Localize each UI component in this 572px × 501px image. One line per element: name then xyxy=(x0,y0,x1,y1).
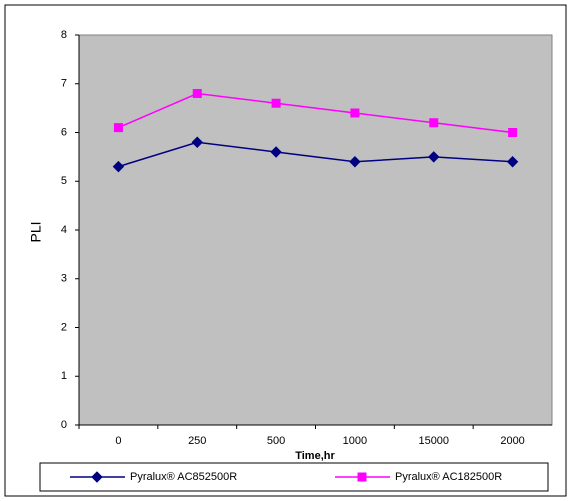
series-line xyxy=(118,92,513,134)
y-tick-label: 7 xyxy=(61,78,67,90)
legend-label: Pyralux® AC852500R xyxy=(130,471,237,483)
y-tick-label: 1 xyxy=(61,370,67,382)
data-point xyxy=(508,128,518,137)
legend-marker xyxy=(357,472,367,482)
series-line xyxy=(118,141,513,168)
y-tick-label: 2 xyxy=(61,321,67,333)
x-tick-label: 0 xyxy=(115,435,121,447)
data-point xyxy=(429,118,439,128)
data-point xyxy=(350,108,360,118)
y-tick-label: 8 xyxy=(61,29,67,41)
data-point xyxy=(349,156,361,168)
legend-label: Pyralux® AC182500R xyxy=(395,471,502,483)
data-point xyxy=(112,160,125,173)
plot-area xyxy=(78,34,553,426)
x-axis-label: Time,hr xyxy=(295,450,335,462)
y-axis-label: PLI xyxy=(28,221,44,242)
legend-marker xyxy=(91,471,103,483)
y-tick-label: 5 xyxy=(61,175,67,187)
x-tick-label: 2000 xyxy=(500,435,524,447)
data-point xyxy=(113,123,123,133)
y-tick-label: 3 xyxy=(61,273,67,285)
data-point xyxy=(191,136,203,148)
x-tick-label: 500 xyxy=(267,435,285,447)
x-tick-label: 15000 xyxy=(418,435,449,447)
y-tick-label: 0 xyxy=(61,419,67,431)
x-tick-label: 1000 xyxy=(343,435,367,447)
y-tick-label: 4 xyxy=(61,224,67,236)
data-point xyxy=(428,151,440,163)
data-point xyxy=(506,156,519,168)
x-tick-label: 250 xyxy=(188,435,206,447)
data-point xyxy=(192,89,202,98)
data-point xyxy=(271,98,281,108)
y-tick-label: 6 xyxy=(61,126,67,138)
data-point xyxy=(270,146,282,158)
